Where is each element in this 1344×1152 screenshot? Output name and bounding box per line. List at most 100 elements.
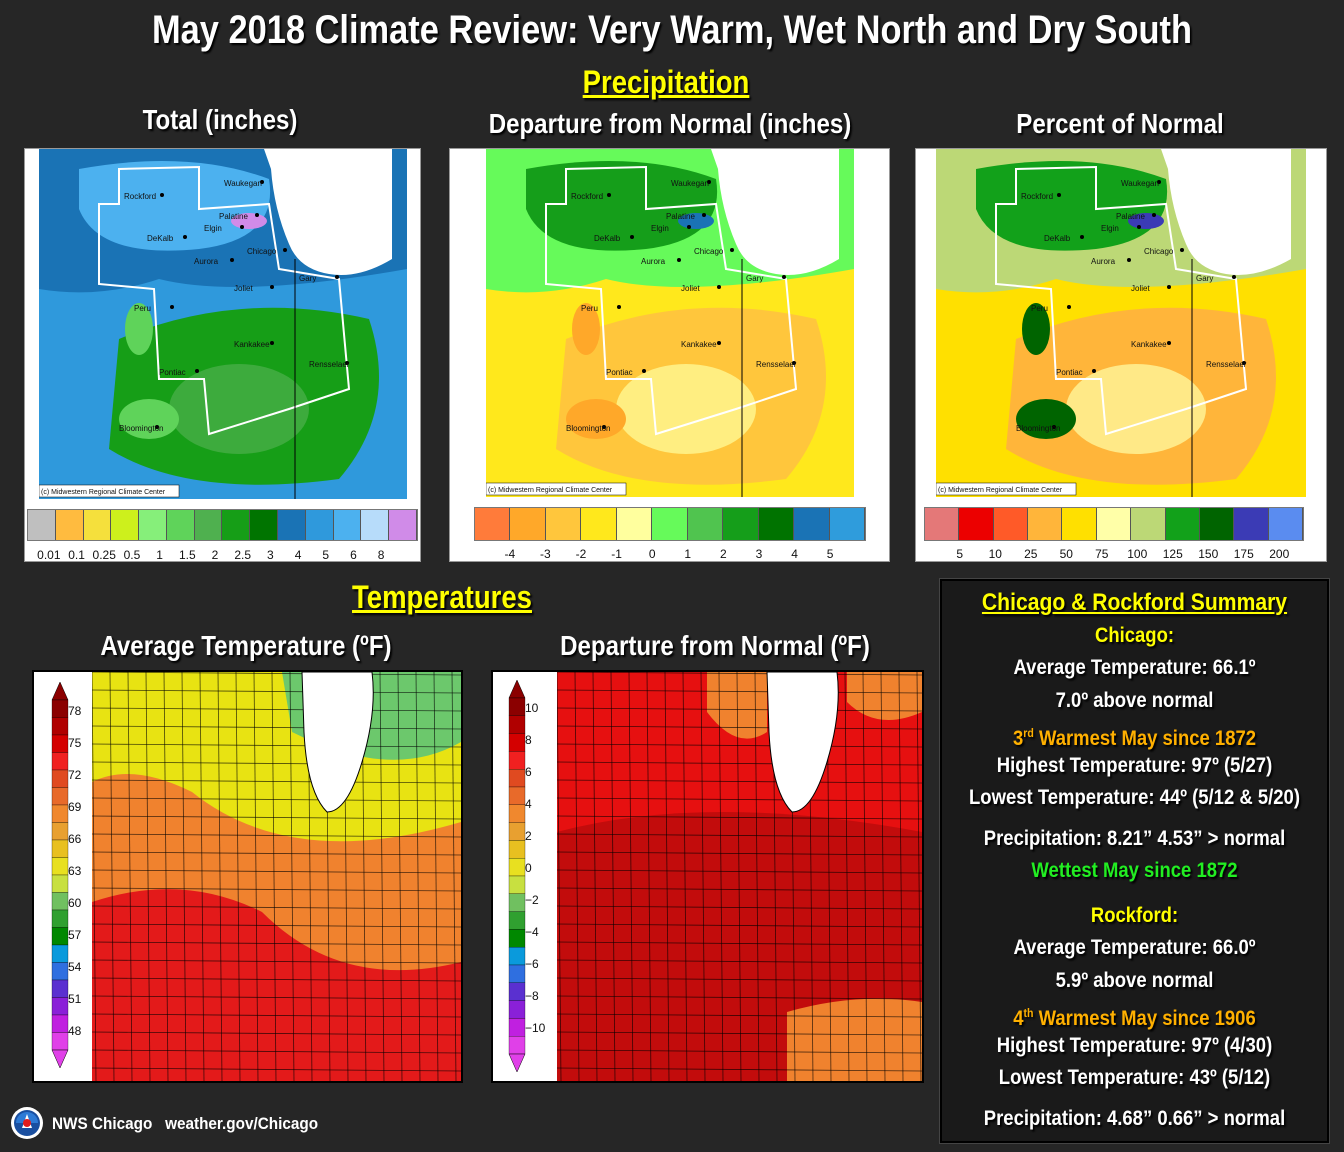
legend-tick: 5 [826, 547, 834, 561]
county-line [217, 672, 223, 1081]
colorbar-tick: 8 [525, 733, 532, 747]
colorbar-tick: 57 [68, 928, 82, 942]
county-line [574, 672, 580, 1081]
precip-departure-panel: Rockford Waukegan Palatine Elgin DeKalb Chica… [449, 148, 890, 562]
county-line [92, 977, 461, 982]
city-label: Elgin [1101, 224, 1119, 233]
colorbar-segment [51, 892, 69, 911]
county-line [92, 797, 461, 802]
colorbar-segment [508, 751, 526, 770]
county-line [862, 672, 868, 1081]
legend-tick: 150 [1198, 547, 1219, 561]
city-label: Rensselaer [309, 360, 350, 369]
colorbar-arrow-bottom [51, 1049, 69, 1069]
legend-tick: 0 [648, 547, 656, 561]
colorbar-segment [51, 699, 69, 718]
county-line [397, 672, 403, 1081]
county-line [92, 689, 461, 694]
colorbar-segment [51, 822, 69, 841]
city-label: Bloomington [1016, 424, 1060, 433]
city-label: Aurora [1091, 257, 1116, 266]
temp-departure-map [557, 672, 922, 1081]
temp-departure-colorbar [508, 679, 526, 1073]
county-line [253, 672, 259, 1081]
footer: NWS Chicago weather.gov/Chicago [52, 1114, 318, 1134]
county-line [916, 672, 922, 1081]
legend-tick: -4 [504, 547, 516, 561]
colorbar-segment [508, 875, 526, 894]
city-dot [707, 180, 711, 184]
precip-percent-map: Rockford Waukegan Palatine Elgin DeKalb Chica… [936, 149, 1306, 497]
city-dot [1052, 425, 1056, 429]
county-line [271, 672, 277, 1081]
legend-swatch [166, 510, 195, 540]
county-line [557, 1067, 922, 1072]
legend-tick: 2 [720, 547, 727, 561]
map-region [572, 303, 600, 355]
legend-swatch [616, 508, 653, 540]
city-dot [1157, 180, 1161, 184]
county-line [557, 905, 922, 910]
city-dot [782, 275, 786, 279]
county-line [92, 725, 461, 730]
city-dot [195, 369, 199, 373]
county-line [163, 672, 169, 1081]
county-line [92, 887, 461, 892]
county-line [557, 707, 922, 712]
precip-departure-ticks: -4 -3 -2 -1 0 1 2 3 4 5 [492, 547, 848, 561]
map-credit: (c) Midwestern Regional Climate Center [938, 487, 1063, 494]
city-label: Chicago [694, 247, 724, 256]
legend-swatch [993, 508, 1029, 540]
city-label: Peru [1031, 304, 1048, 313]
credit-box [486, 482, 627, 496]
legend-tick: 0.1 [68, 548, 85, 562]
county-line [682, 672, 688, 1081]
county-line [557, 887, 922, 892]
city-dot [677, 258, 681, 262]
county-line [557, 797, 922, 802]
map-region [79, 161, 271, 251]
legend-tick: 200 [1269, 547, 1290, 561]
map-region [678, 213, 714, 229]
county-line [289, 672, 295, 1081]
legend-tick: 1 [684, 547, 692, 561]
colorbar-segment [508, 786, 526, 805]
colorbar-arrow-top [51, 681, 69, 701]
legend-tick: 125 [1162, 547, 1183, 561]
colorbar-tick: 78 [68, 704, 82, 718]
legend-tick: 2 [211, 548, 219, 562]
avg-temp-panel: 78 75 72 69 66 63 60 57 54 51 48 [32, 670, 463, 1083]
footer-url-link[interactable]: weather.gov/Chicago [165, 1114, 319, 1133]
chicago-rank-sup: rd [1023, 726, 1034, 740]
legend-tick: 5 [322, 548, 330, 562]
colorbar-segment [51, 839, 69, 858]
legend-tick: 25 [1024, 547, 1038, 561]
city-dot [230, 258, 234, 262]
city-label: Aurora [641, 257, 666, 266]
county-line [92, 833, 461, 838]
colorbar-segment [508, 858, 526, 877]
legend-tick: -3 [540, 547, 551, 561]
city-label: Joliet [681, 284, 700, 293]
legend-swatch [305, 510, 334, 540]
city-dot [1137, 225, 1141, 229]
rockford-dep: 5.9º above normal [1055, 968, 1214, 992]
legend-swatch [1268, 508, 1303, 540]
summary-box: Chicago & Rockford Summary Chicago: Aver… [939, 578, 1330, 1144]
temp-departure-title: Departure from Normal (ºF) [560, 630, 870, 661]
rockford-avg: Average Temperature: 66.0º [1013, 936, 1256, 959]
precip-departure-title: Departure from Normal (inches) [488, 108, 852, 139]
county-line [92, 743, 461, 748]
city-label: Peru [134, 304, 151, 313]
map-region [1128, 213, 1164, 229]
colorbar-tick: 10 [525, 701, 539, 715]
county-line [557, 672, 562, 1081]
city-dot [642, 369, 646, 373]
legend-swatch [758, 508, 795, 540]
chicago-low: Lowest Temperature: 44º (5/12 & 5/20) [969, 786, 1300, 809]
chicago-precip: Precipitation: 8.21” 4.53” > normal [983, 826, 1286, 850]
precip-total-legend [27, 509, 418, 541]
rockford-rank: 4th Warmest May since 1906 [965, 997, 1304, 1030]
chicago-precip-rank: Wettest May since 1872 [1031, 859, 1238, 882]
precip-percent-panel: Rockford Waukegan Palatine Elgin DeKalb Chica… [915, 148, 1327, 562]
